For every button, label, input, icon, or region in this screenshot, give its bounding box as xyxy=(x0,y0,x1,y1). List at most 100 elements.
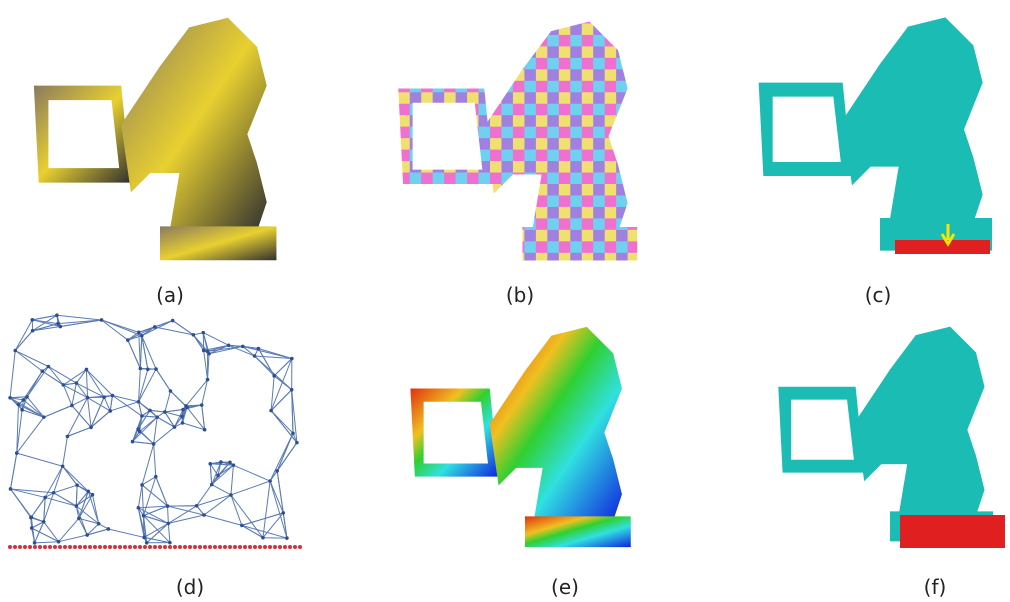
mesh-node xyxy=(61,464,65,468)
ground-point xyxy=(103,545,107,549)
ground-point xyxy=(93,545,97,549)
mesh-edge xyxy=(274,376,292,390)
mesh-edge xyxy=(35,522,44,543)
page: (a) (b) (c) (d) (e) (f) (() => { const d… xyxy=(0,0,1010,602)
mesh-edge xyxy=(48,366,63,384)
mesh-node xyxy=(29,516,33,520)
mesh-edge xyxy=(57,315,102,320)
mesh-node xyxy=(207,352,211,356)
ground-point xyxy=(173,545,177,549)
mesh-node xyxy=(30,318,34,322)
mesh-node xyxy=(86,490,90,494)
ground-segment xyxy=(900,515,1005,548)
mesh-edge xyxy=(204,495,231,515)
mesh-edge xyxy=(150,410,165,412)
ground-point xyxy=(288,545,292,549)
robot-photo xyxy=(34,18,277,261)
mesh-node xyxy=(148,409,152,413)
mesh-node xyxy=(139,367,143,371)
mesh-edge xyxy=(165,391,171,412)
ground-point xyxy=(73,545,77,549)
mesh-node xyxy=(163,410,167,414)
ground-point xyxy=(118,545,122,549)
mesh-node xyxy=(66,435,70,439)
ground-point xyxy=(148,545,152,549)
mesh-edge xyxy=(102,320,128,340)
mesh-edge xyxy=(86,369,112,395)
mesh-edge xyxy=(35,542,59,543)
mesh-node xyxy=(140,334,144,338)
ground-point xyxy=(278,545,282,549)
mesh-node xyxy=(290,388,294,392)
mesh-node xyxy=(62,383,66,387)
ground-point xyxy=(183,545,187,549)
panel-label: (f) xyxy=(924,575,947,599)
mesh-node xyxy=(290,357,294,361)
mesh-node xyxy=(275,469,279,473)
mesh-node xyxy=(55,313,59,317)
mesh-node xyxy=(111,394,115,398)
mesh-edge xyxy=(91,397,104,427)
mesh-edge xyxy=(209,345,229,353)
mesh-node xyxy=(126,338,130,342)
mesh-node xyxy=(145,541,149,545)
mesh-edge xyxy=(197,495,231,506)
mesh-node xyxy=(57,540,61,544)
mesh-node xyxy=(166,504,170,508)
mesh-edge xyxy=(44,522,59,542)
mesh-node xyxy=(208,462,212,466)
mesh-edge xyxy=(270,443,297,481)
mesh-node xyxy=(137,400,141,404)
mesh-node xyxy=(140,414,144,418)
mesh-node xyxy=(152,442,156,446)
mesh-node xyxy=(100,318,104,322)
mesh-edge xyxy=(193,335,203,351)
mesh-edge xyxy=(204,515,242,525)
mesh-edge xyxy=(63,466,89,491)
mesh-edge xyxy=(270,481,287,538)
mesh-node xyxy=(181,421,185,425)
ground-point xyxy=(78,545,82,549)
mesh-edge xyxy=(168,515,204,523)
mesh-node xyxy=(192,333,196,337)
mesh-edge xyxy=(63,385,72,406)
mesh-node xyxy=(15,451,19,455)
mesh-edge xyxy=(108,529,144,537)
mesh-node xyxy=(268,479,272,483)
mesh-edge xyxy=(133,442,154,444)
mesh-node xyxy=(216,474,220,478)
panel-label: (d) xyxy=(176,575,204,599)
mesh-edge xyxy=(27,366,48,396)
mesh-node xyxy=(142,536,146,540)
ground-point xyxy=(158,545,162,549)
mesh-edge xyxy=(139,327,155,332)
mesh-node xyxy=(227,344,231,348)
panel-label: (e) xyxy=(551,575,579,599)
ground-point xyxy=(283,545,287,549)
mesh-node xyxy=(85,368,89,372)
ground-point xyxy=(198,545,202,549)
ground-point xyxy=(218,545,222,549)
mesh-node xyxy=(241,345,245,349)
mesh-edge xyxy=(59,535,88,542)
mesh-edge xyxy=(142,336,156,369)
mesh-edge xyxy=(204,350,208,379)
mesh-node xyxy=(154,367,158,371)
mesh-edge xyxy=(144,523,168,537)
mesh-node xyxy=(75,483,79,487)
ground-point xyxy=(168,545,172,549)
mesh-node xyxy=(47,365,51,369)
mesh-edge xyxy=(110,402,138,411)
mesh-edge xyxy=(270,433,293,481)
ground-point xyxy=(188,545,192,549)
ground-point xyxy=(38,545,42,549)
mesh-edge xyxy=(142,485,143,516)
ground-point xyxy=(48,545,52,549)
mesh-edge xyxy=(212,465,234,484)
mesh-node xyxy=(291,432,295,436)
mesh-edge xyxy=(210,464,211,485)
mesh-node xyxy=(13,349,17,353)
ground-point xyxy=(13,545,17,549)
ground-point xyxy=(268,545,272,549)
mesh-edge xyxy=(44,406,72,418)
